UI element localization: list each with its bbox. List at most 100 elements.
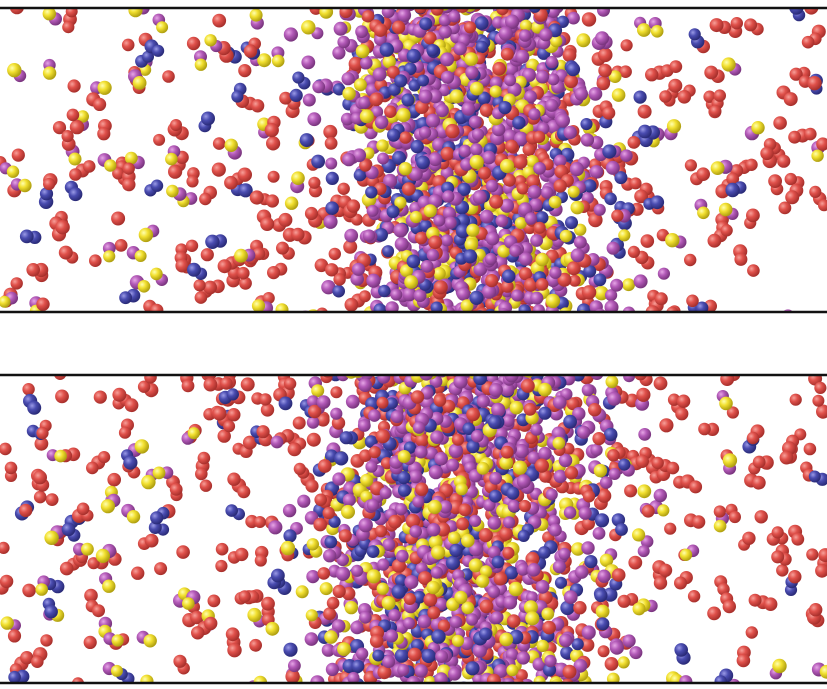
atom [373,303,387,312]
atom [203,377,218,392]
atom [382,538,396,552]
atom [310,675,325,683]
atom [305,479,319,493]
atom [412,590,426,604]
atom [553,154,567,168]
atom [257,53,272,68]
atom [634,375,647,381]
atom [771,526,784,539]
atom [533,221,546,234]
atom [406,675,421,683]
atom [140,674,154,683]
atom [426,43,439,57]
atom [385,375,391,376]
atom [118,426,132,439]
atom [465,661,480,676]
atom [11,148,25,162]
atom [449,89,464,104]
atom [651,456,664,470]
atom [487,585,501,599]
atom [317,459,332,473]
atom [384,629,399,643]
atom [427,523,441,537]
atom [392,150,406,165]
atom [577,425,591,439]
atom [473,262,488,277]
atom [516,563,530,576]
atom [574,565,589,579]
atom [251,299,266,312]
atom [709,18,724,33]
atom [448,667,462,681]
atom [302,93,316,107]
atom [529,198,543,212]
atom [314,258,329,273]
atom [20,651,34,665]
atom [433,280,448,295]
atom [554,576,568,589]
atom [71,677,85,683]
atom [754,510,768,524]
atom [668,78,683,93]
atom [393,223,408,238]
atom [581,285,597,300]
atom [479,627,492,641]
atom [53,375,67,380]
atom [311,384,325,398]
atom [234,248,248,263]
atom [487,415,502,430]
atom [308,176,321,189]
atom [504,14,520,29]
atom [307,112,322,127]
atom [173,654,187,668]
atom [337,35,351,49]
atom [742,531,756,545]
atom [237,266,250,280]
atom [348,56,363,71]
atom [261,596,275,611]
atom [479,209,494,224]
atom [414,664,428,678]
atom [698,422,711,436]
atom [92,604,105,618]
atom [434,451,449,466]
atom [597,488,612,503]
atom [237,485,251,499]
atom [409,525,423,538]
atom [404,575,419,590]
atom [152,44,165,57]
atom [809,603,823,617]
atom [260,217,275,231]
atom [426,248,440,262]
atom [458,144,472,158]
atom [748,593,762,607]
atom [614,171,628,185]
atom [409,210,423,224]
atom [576,33,591,48]
atom [54,449,67,463]
atom [496,8,509,16]
atom [31,655,44,668]
atom [225,627,240,642]
atom [454,590,468,605]
atom [637,23,651,37]
atom [470,143,483,156]
atom [590,375,604,380]
atom [337,375,349,382]
atom [562,664,577,679]
atom [59,561,74,576]
atom [653,488,667,503]
atom [323,214,338,229]
atom [301,20,316,35]
atom [123,455,138,470]
atom [260,403,275,417]
atom [396,549,409,563]
atom [486,673,501,683]
atom [482,150,496,165]
atom [549,266,562,279]
atom [323,607,337,621]
atom [545,98,559,112]
atom [394,74,408,88]
atom [581,383,595,397]
atom [524,90,537,104]
